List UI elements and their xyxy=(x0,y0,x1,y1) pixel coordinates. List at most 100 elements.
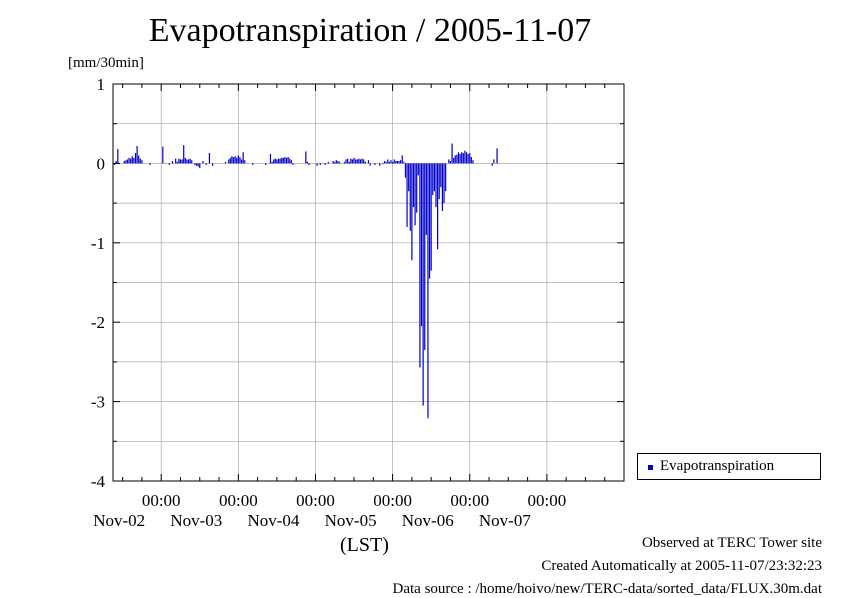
bar xyxy=(274,158,276,164)
bar xyxy=(388,161,390,164)
bar xyxy=(229,157,231,164)
y-tick-label: -2 xyxy=(91,313,105,332)
bar xyxy=(361,158,363,164)
bar xyxy=(409,163,411,231)
bar xyxy=(128,157,130,164)
bar xyxy=(453,157,455,164)
bar xyxy=(496,148,498,164)
bar xyxy=(443,163,445,204)
bar xyxy=(224,161,227,164)
bar xyxy=(117,149,119,164)
bar xyxy=(430,163,432,271)
bar xyxy=(419,163,421,368)
x-tick-labels: 00:00Nov-0200:00Nov-0300:00Nov-0400:00No… xyxy=(93,491,566,530)
bar xyxy=(308,163,310,165)
bar xyxy=(337,161,339,164)
bar xyxy=(240,159,243,164)
bar xyxy=(395,161,397,164)
bar xyxy=(231,156,233,164)
bar xyxy=(334,161,336,164)
bar xyxy=(343,161,345,164)
bar xyxy=(139,158,141,164)
bar xyxy=(276,159,278,164)
bar xyxy=(114,163,116,165)
bar xyxy=(194,163,196,165)
bar xyxy=(445,163,447,192)
bar xyxy=(284,157,286,164)
bar xyxy=(374,163,376,165)
x-tick-time-label: 00:00 xyxy=(219,491,258,510)
y-axis-unit-label: [mm/30min] xyxy=(68,55,144,71)
bar xyxy=(289,158,291,164)
bar xyxy=(433,163,435,192)
footer-source: Data source : /home/hoivo/new/TERC-data/… xyxy=(392,581,823,597)
bar xyxy=(457,152,460,164)
bar xyxy=(306,161,309,164)
bar xyxy=(176,161,178,164)
bar xyxy=(467,153,469,164)
bar xyxy=(400,160,402,164)
bar xyxy=(408,163,410,192)
bar xyxy=(277,158,280,164)
bar xyxy=(273,159,275,164)
bar xyxy=(355,159,357,164)
bar xyxy=(212,163,214,166)
bar xyxy=(175,158,177,164)
bar xyxy=(451,143,453,164)
bar xyxy=(425,163,427,235)
x-tick-date-label: Nov-07 xyxy=(479,511,531,530)
bar xyxy=(179,159,182,164)
bar xyxy=(319,163,321,165)
bar xyxy=(403,161,405,164)
bar xyxy=(265,163,267,165)
bar xyxy=(469,153,471,164)
bar xyxy=(392,161,394,164)
bar xyxy=(181,159,183,164)
bar xyxy=(133,157,135,164)
bar xyxy=(130,158,132,164)
bar xyxy=(183,145,185,164)
bar xyxy=(335,160,337,164)
bar xyxy=(244,160,246,164)
bar xyxy=(411,163,413,261)
bar xyxy=(470,157,472,164)
bar xyxy=(131,156,133,164)
tick-marks xyxy=(113,83,624,482)
bar xyxy=(236,157,238,164)
bar xyxy=(401,155,403,164)
bar xyxy=(285,157,288,164)
bar xyxy=(417,163,419,176)
x-tick-time-label: 00:00 xyxy=(450,491,489,510)
bar xyxy=(290,160,292,164)
bar xyxy=(461,152,463,164)
bar xyxy=(356,159,358,164)
bar xyxy=(252,163,254,165)
x-tick-time-label: 00:00 xyxy=(296,491,335,510)
bar xyxy=(125,160,127,164)
bar xyxy=(379,163,381,166)
bar xyxy=(359,159,362,164)
bar xyxy=(387,159,389,164)
bar xyxy=(292,163,294,165)
bar xyxy=(358,158,360,164)
bar xyxy=(459,153,461,164)
bar xyxy=(178,158,180,164)
bar xyxy=(228,159,230,164)
bar xyxy=(324,163,326,165)
bar xyxy=(435,163,437,208)
bar xyxy=(187,159,190,164)
bar xyxy=(149,163,151,165)
bar xyxy=(351,159,354,164)
bar xyxy=(232,157,235,164)
y-tick-label: 1 xyxy=(97,75,106,94)
bar xyxy=(184,157,186,164)
x-tick-date-label: Nov-02 xyxy=(93,511,145,530)
bar xyxy=(126,159,129,164)
x-tick-time-label: 00:00 xyxy=(373,491,412,510)
bar xyxy=(427,163,429,419)
bar xyxy=(186,159,188,164)
bar xyxy=(454,155,456,164)
bar xyxy=(189,158,191,164)
bar xyxy=(348,161,350,164)
bar xyxy=(123,161,125,164)
